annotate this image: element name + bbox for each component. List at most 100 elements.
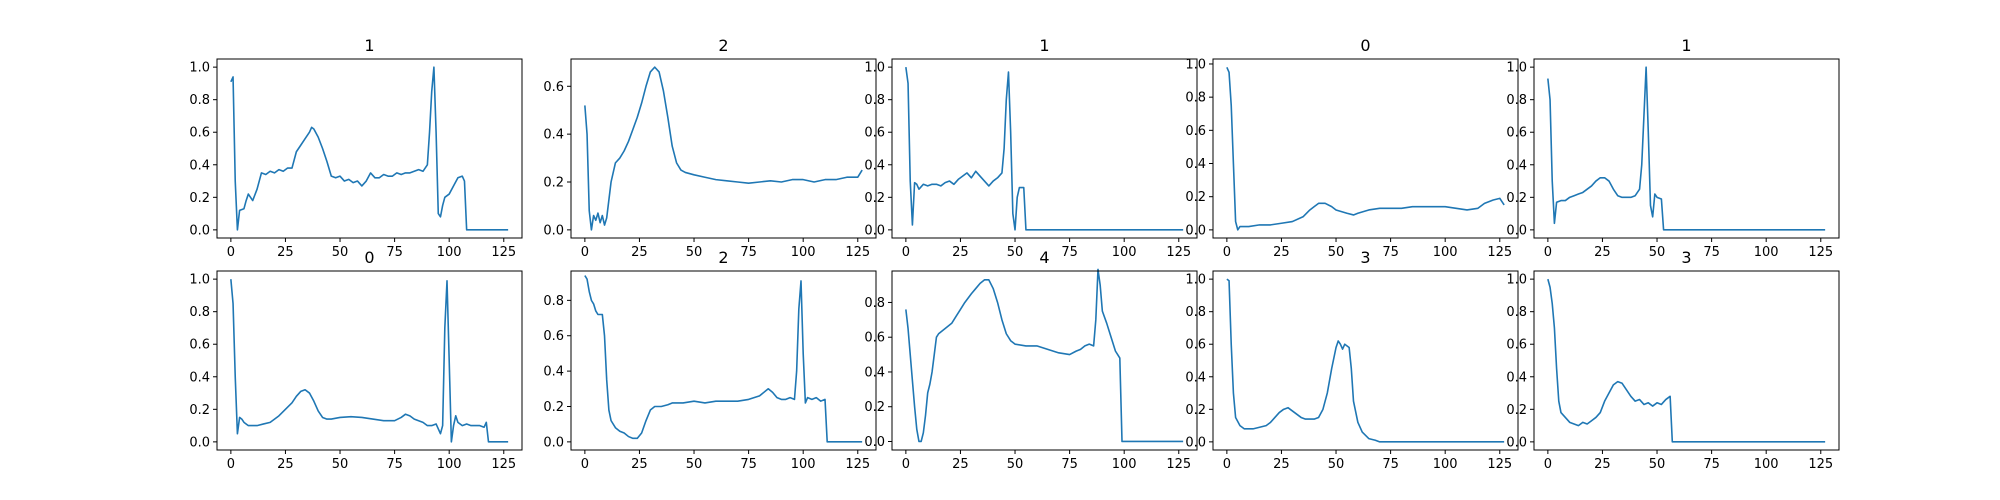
y-tick-label: 0.4 — [1506, 370, 1527, 385]
y-tick-label: 0.0 — [189, 435, 210, 450]
x-tick-label: 125 — [1808, 245, 1833, 260]
y-tick-label: 0.2 — [864, 191, 885, 206]
y-tick-label: 0.0 — [1506, 223, 1527, 238]
axes-frame — [216, 270, 523, 451]
subplot-1: 1 0 25 50 75 100 125 0.0 0.2 0.4 0.6 0.8 1.0 — [189, 36, 523, 260]
x-tick-label: 0 — [1223, 457, 1231, 472]
x-tick-label: 0 — [1544, 245, 1552, 260]
axes-frame — [216, 58, 523, 239]
y-tick-label: 0.2 — [1185, 403, 1206, 418]
subplot-title: 1 — [1039, 36, 1049, 55]
axes-frame — [570, 270, 877, 451]
y-tick-label: 0.0 — [864, 435, 885, 450]
x-tick-label: 25 — [1273, 245, 1290, 260]
series-line — [905, 268, 1184, 443]
y-tick-label: 0.8 — [1185, 91, 1206, 106]
x-tick-label: 75 — [1382, 245, 1399, 260]
x-tick-label: 50 — [1649, 457, 1666, 472]
axes-frame — [1533, 58, 1840, 239]
subplot-title: 0 — [364, 248, 374, 267]
x-tick-label: 0 — [1223, 245, 1231, 260]
x-tick-label: 100 — [791, 457, 816, 472]
x-tick-label: 75 — [1061, 457, 1078, 472]
y-tick-label: 0.2 — [543, 176, 564, 191]
y-tick-label: 0.2 — [1185, 190, 1206, 205]
y-tick-label: 0.0 — [543, 223, 564, 238]
y-tick-label: 0.4 — [864, 365, 885, 380]
x-tick-label: 0 — [902, 457, 910, 472]
x-tick-label: 100 — [791, 245, 816, 260]
x-tick-label: 125 — [1487, 245, 1512, 260]
x-tick-label: 100 — [1754, 457, 1779, 472]
subplot-7: 2 0 25 50 75 100 125 0.0 0.2 0.4 0.6 0.8 — [543, 248, 877, 472]
x-tick-label: 75 — [1703, 245, 1720, 260]
x-tick-label: 50 — [1007, 245, 1024, 260]
x-tick-label: 125 — [491, 245, 516, 260]
x-tick-label: 0 — [902, 245, 910, 260]
y-tick-label: 0.8 — [1185, 305, 1206, 320]
y-tick-label: 0.8 — [864, 93, 885, 108]
x-tick-label: 75 — [1382, 457, 1399, 472]
x-tick-label: 75 — [1061, 245, 1078, 260]
x-tick-label: 75 — [386, 457, 403, 472]
x-tick-label: 25 — [1273, 457, 1290, 472]
x-tick-label: 125 — [491, 457, 516, 472]
y-tick-label: 1.0 — [189, 61, 210, 76]
subplot-title: 0 — [1360, 36, 1370, 55]
subplot-9: 3 0 25 50 75 100 125 0.0 0.2 0.4 0.6 0.8 1.0 — [1185, 248, 1519, 472]
y-tick-label: 0.4 — [543, 365, 564, 380]
x-tick-label: 50 — [686, 457, 703, 472]
series-line — [1226, 278, 1505, 443]
y-tick-label: 1.0 — [1185, 57, 1206, 72]
subplot-title: 3 — [1360, 248, 1370, 267]
subplot-2: 2 0 25 50 75 100 125 0.0 0.2 0.4 0.6 — [543, 36, 877, 260]
x-tick-label: 25 — [631, 457, 648, 472]
y-tick-label: 0.6 — [543, 329, 564, 344]
series-line — [584, 275, 863, 443]
y-tick-label: 0.4 — [543, 128, 564, 143]
series-line — [584, 66, 863, 231]
series-line — [905, 67, 1184, 231]
x-tick-label: 100 — [1754, 245, 1779, 260]
subplot-title: 4 — [1039, 248, 1049, 267]
y-tick-label: 0.8 — [189, 305, 210, 320]
axes-frame — [1533, 270, 1840, 451]
axes-frame — [1212, 58, 1519, 239]
y-tick-label: 0.4 — [1506, 158, 1527, 173]
x-tick-label: 0 — [227, 245, 235, 260]
y-tick-label: 0.6 — [1185, 338, 1206, 353]
y-tick-label: 0.2 — [189, 403, 210, 418]
x-tick-label: 125 — [1808, 457, 1833, 472]
y-tick-label: 1.0 — [1185, 273, 1206, 288]
x-tick-label: 75 — [740, 245, 757, 260]
y-tick-label: 0.0 — [1185, 435, 1206, 450]
x-tick-label: 25 — [952, 245, 969, 260]
y-tick-label: 1.0 — [1506, 61, 1527, 76]
y-tick-label: 0.6 — [864, 331, 885, 346]
subplot-title: 3 — [1681, 248, 1691, 267]
y-tick-label: 0.0 — [864, 223, 885, 238]
series-line — [230, 66, 509, 231]
x-tick-label: 25 — [277, 457, 294, 472]
subplot-6: 0 0 25 50 75 100 125 0.0 0.2 0.4 0.6 0.8 1.0 — [189, 248, 523, 472]
y-tick-label: 0.6 — [1185, 124, 1206, 139]
y-tick-label: 0.6 — [543, 80, 564, 95]
y-tick-label: 0.2 — [189, 191, 210, 206]
x-tick-label: 50 — [1007, 457, 1024, 472]
series-line — [1226, 66, 1505, 231]
x-tick-label: 50 — [686, 245, 703, 260]
y-tick-label: 0.0 — [189, 223, 210, 238]
x-tick-label: 75 — [1703, 457, 1720, 472]
y-tick-label: 0.6 — [1506, 126, 1527, 141]
y-tick-label: 0.6 — [189, 126, 210, 141]
subplot-5: 1 0 25 50 75 100 125 0.0 0.2 0.4 0.6 0.8 1.0 — [1506, 36, 1840, 260]
y-tick-label: 0.2 — [1506, 191, 1527, 206]
y-tick-label: 0.8 — [864, 296, 885, 311]
y-tick-label: 0.4 — [189, 370, 210, 385]
x-tick-label: 0 — [1544, 457, 1552, 472]
y-tick-label: 1.0 — [189, 273, 210, 288]
x-tick-label: 75 — [740, 457, 757, 472]
y-tick-label: 0.6 — [1506, 338, 1527, 353]
y-tick-label: 1.0 — [1506, 273, 1527, 288]
